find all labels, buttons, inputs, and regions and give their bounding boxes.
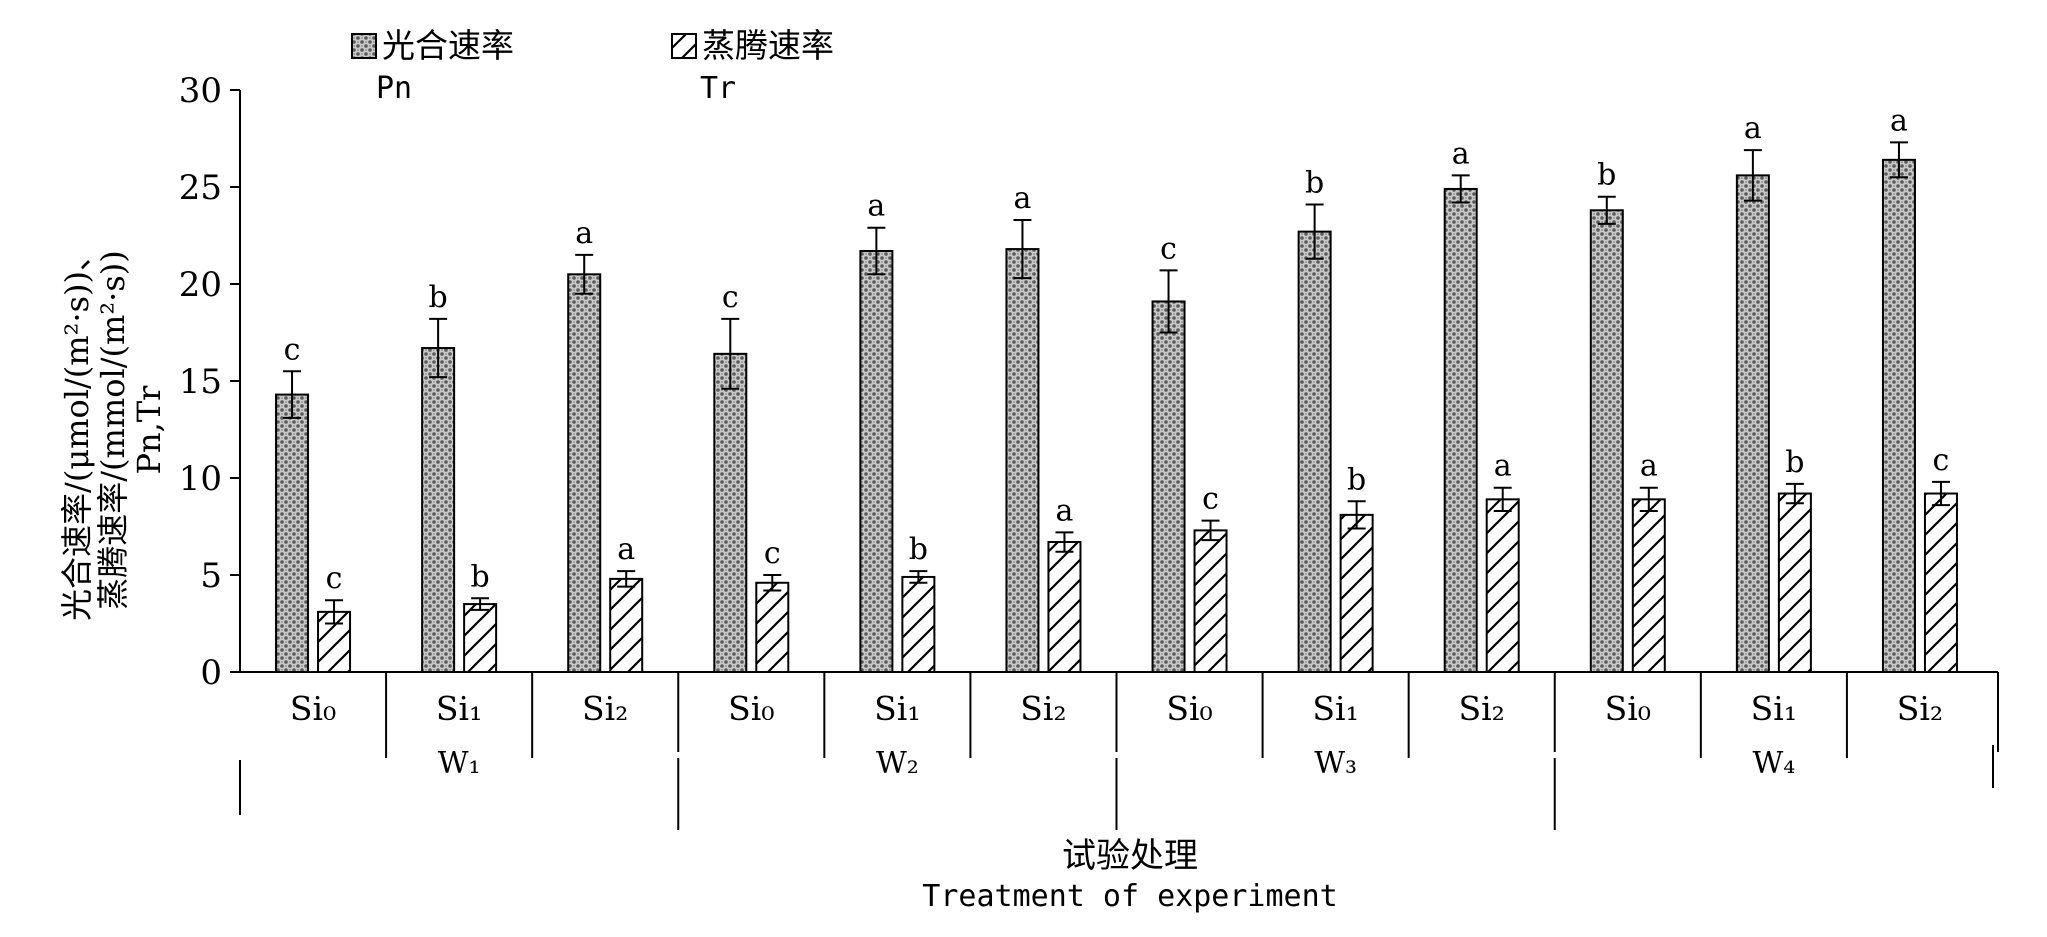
bar-tr [755, 581, 790, 674]
category-label: Si₁ [1312, 689, 1358, 728]
significance-label: b [1597, 158, 1616, 193]
category-label: Si₀ [1166, 689, 1212, 728]
y-tick-label: 20 [179, 265, 222, 305]
y-tick-label: 15 [179, 362, 222, 402]
bar-pn [275, 393, 310, 673]
bar-tr [1193, 529, 1228, 673]
y-axis-title-line-1: 光合速率/(μmol/(m²·s))、 [58, 239, 96, 621]
bar-pn [1005, 248, 1040, 674]
bar-tr [463, 603, 498, 673]
bar-pn [421, 347, 456, 673]
legend-item-tr: 蒸腾速率 Tr [671, 26, 834, 106]
bar-tr [1631, 498, 1666, 673]
bar-pn [1151, 300, 1186, 673]
y-tick-label: 30 [179, 71, 222, 111]
y-tick-label: 5 [200, 556, 222, 596]
significance-label: a [1056, 493, 1074, 528]
legend-label-tr-en: Tr [700, 71, 736, 106]
bar-tr [901, 575, 936, 673]
bar-pn [1443, 187, 1478, 673]
category-label: Si₁ [1751, 689, 1797, 728]
significance-label: b [1305, 165, 1324, 200]
legend-swatch-tr [671, 33, 697, 59]
category-label: Si₂ [1020, 689, 1066, 728]
group-label: W₃ [1314, 746, 1357, 781]
significance-label: b [1347, 462, 1366, 497]
bar-pn [1881, 158, 1916, 673]
y-axis: 0 5 10 15 20 25 30 [179, 71, 241, 693]
group-label: W₂ [876, 746, 919, 781]
significance-label: a [1452, 136, 1470, 171]
category-label: Si₀ [290, 689, 336, 728]
legend-label-pn-en: Pn [376, 71, 412, 106]
significance-label: c [764, 536, 781, 571]
significance-label: c [1933, 443, 1950, 478]
legend-item-pn: 光合速率 Pn [351, 26, 514, 106]
significance-label: a [1744, 111, 1762, 146]
significance-label: a [617, 532, 635, 567]
significance-label: c [722, 280, 739, 315]
legend-label-pn: 光合速率 [382, 26, 514, 65]
category-label: Si₂ [1459, 689, 1505, 728]
significance-label: a [1494, 449, 1512, 484]
x-axis-title-en: Treatment of experiment [922, 879, 1337, 914]
category-label: Si₀ [1605, 689, 1651, 728]
legend-label-tr: 蒸腾速率 [702, 26, 834, 65]
bar-pn [1297, 230, 1332, 673]
significance-label: b [909, 532, 928, 567]
significance-label: a [867, 189, 885, 224]
significance-label: c [284, 332, 301, 367]
x-axis-title: 试验处理 [1062, 836, 1198, 876]
significance-label: c [1202, 482, 1219, 517]
bar-pn [859, 250, 894, 674]
category-label: Si₂ [582, 689, 628, 728]
significance-label: b [1785, 445, 1804, 480]
bar-pn [567, 273, 602, 673]
bar-tr [1777, 492, 1812, 673]
y-axis-title: 光合速率/(μmol/(m²·s))、 蒸腾速率/(mmol/(m²·s)) P… [58, 239, 168, 621]
significance-label: c [1160, 231, 1177, 266]
group-label: W₁ [438, 746, 481, 781]
bar-tr [609, 577, 644, 674]
y-axis-title-line-3: Pn,Tr [130, 385, 168, 475]
x-axis: Si₀ Si₁ Si₂ Si₀ Si₁ Si₂ Si₀ Si₁ Si₂ Si₀ Si₁ Si₂ W₁ W₂… [239, 671, 1999, 830]
legend-swatch-pn [351, 33, 377, 59]
bars: c b a c a a c b a b a a c b a c b a c b a a b c [275, 103, 1958, 674]
significance-label: c [326, 561, 343, 596]
category-label: Si₁ [436, 689, 482, 728]
bar-tr [1923, 492, 1958, 673]
bar-pn [1589, 209, 1624, 673]
legend: 光合速率 Pn 蒸腾速率 Tr [351, 26, 834, 106]
bar-tr [1047, 541, 1082, 674]
significance-label: a [1890, 103, 1908, 138]
category-label: Si₀ [728, 689, 774, 728]
y-tick-label: 25 [179, 168, 222, 208]
significance-label: b [471, 559, 490, 594]
bar-tr [1485, 498, 1520, 673]
y-tick-label: 10 [179, 459, 222, 499]
significance-label: a [575, 216, 593, 251]
significance-label: b [429, 280, 448, 315]
bar-pn [1735, 174, 1770, 674]
category-label: Si₁ [874, 689, 920, 728]
y-tick-label: 0 [200, 653, 222, 693]
bar-pn [713, 352, 748, 673]
y-axis-title-line-2: 蒸腾速率/(mmol/(m²·s)) [94, 250, 132, 609]
category-label: Si₂ [1897, 689, 1943, 728]
group-label: W₄ [1752, 746, 1795, 781]
bar-tr [1339, 513, 1374, 673]
significance-label: a [1014, 181, 1032, 216]
significance-label: a [1640, 449, 1658, 484]
